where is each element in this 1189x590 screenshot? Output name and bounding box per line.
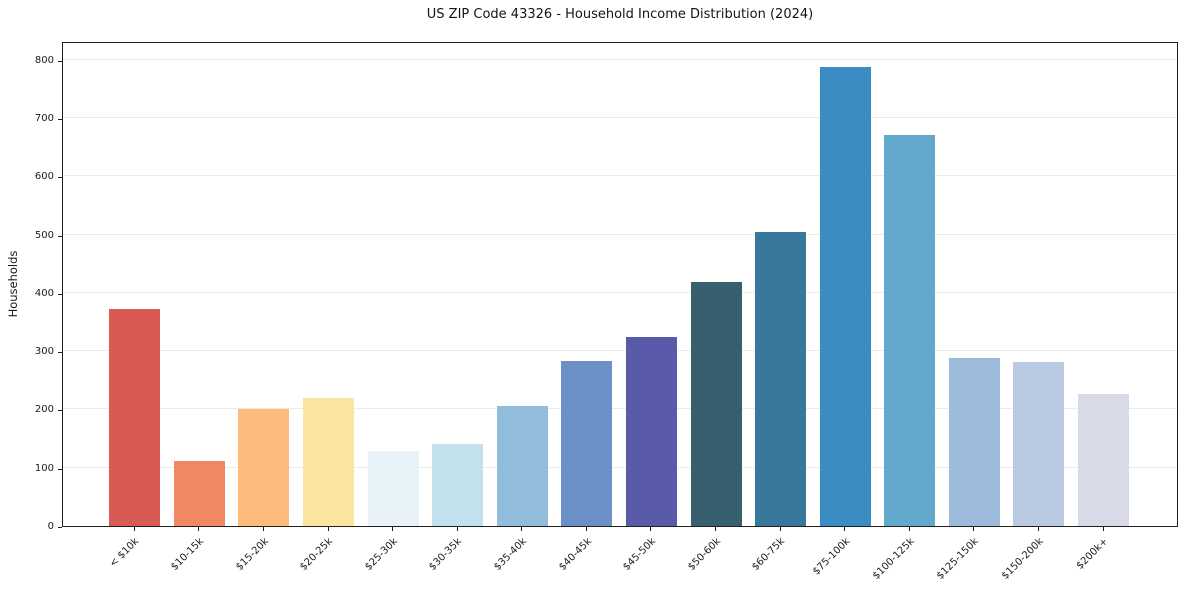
y-tick-mark-700	[58, 118, 62, 120]
bar-$15-20k	[238, 409, 290, 526]
x-tick-label-$200k+: $200k+	[1074, 536, 1111, 572]
gridline-y-800	[63, 58, 1177, 60]
x-tick-mark-$200k+	[1102, 527, 1104, 531]
y-tick-label-0: 0	[47, 521, 54, 532]
y-tick-label-300: 300	[34, 346, 54, 358]
x-tick-mark-$40-45k	[585, 527, 587, 531]
y-tick-label-500: 500	[34, 229, 54, 241]
y-tick-label-800: 800	[34, 54, 54, 66]
gridline-y-400	[63, 291, 1177, 293]
x-tick-label-$60-75k: $60-75k	[750, 536, 788, 573]
y-tick-label-700: 700	[34, 112, 54, 124]
bar-$150-200k	[1013, 362, 1065, 526]
bar-$10-15k	[173, 460, 225, 526]
x-tick-mark-$15-20k	[262, 527, 264, 531]
y-tick-mark-0	[58, 527, 62, 528]
x-tick-mark-$50-60k	[715, 527, 717, 531]
gridline-y-500	[63, 233, 1177, 235]
x-tick-label-$150-200k: $150-200k	[999, 536, 1046, 582]
x-tick-label-$20-25k: $20-25k	[298, 536, 336, 573]
x-tick-mark-$10-15k	[198, 527, 200, 531]
x-tick-mark-$60-75k	[779, 527, 781, 531]
gridline-y-700	[63, 116, 1177, 118]
bar-$50-60k	[690, 282, 742, 526]
y-tick-mark-400	[58, 293, 62, 295]
x-tick-mark-$30-35k	[456, 527, 458, 531]
x-tick-label-$35-40k: $35-40k	[492, 536, 530, 573]
bar-$200k+	[1078, 393, 1129, 526]
bar-$35-40k	[496, 405, 548, 526]
gridline-y-300	[63, 350, 1177, 352]
x-tick-label-$45-50k: $45-50k	[621, 536, 659, 573]
y-tick-mark-300	[58, 352, 62, 354]
x-tick-mark-< $10k	[133, 527, 135, 531]
bar-$45-50k	[625, 337, 677, 526]
x-tick-mark-$150-200k	[1037, 527, 1039, 531]
x-tick-mark-$35-40k	[521, 527, 523, 531]
x-tick-mark-$75-100k	[844, 527, 846, 531]
y-tick-mark-600	[58, 177, 62, 179]
y-tick-mark-800	[58, 60, 62, 62]
bar-$60-75k	[755, 231, 807, 526]
bar-$75-100k	[819, 66, 871, 526]
bar-$125-150k	[948, 357, 1000, 526]
y-tick-label-400: 400	[34, 287, 54, 299]
bar-$25-30k	[367, 451, 419, 526]
bar-$20-25k	[303, 397, 355, 526]
x-tick-label-$25-30k: $25-30k	[362, 536, 400, 573]
x-tick-mark-$45-50k	[650, 527, 652, 531]
x-tick-label-$125-150k: $125-150k	[935, 536, 982, 582]
x-tick-label-$50-60k: $50-60k	[685, 536, 723, 573]
x-tick-label-< $10k: < $10k	[108, 536, 142, 570]
gridline-y-200	[63, 408, 1177, 410]
x-tick-label-$75-100k: $75-100k	[810, 536, 852, 578]
x-tick-mark-$125-150k	[973, 527, 975, 531]
y-tick-mark-200	[58, 410, 62, 412]
bar-$100-125k	[884, 135, 936, 526]
bar-$40-45k	[561, 361, 613, 526]
x-tick-label-$30-35k: $30-35k	[427, 536, 465, 573]
gridline-y-100	[63, 466, 1177, 468]
x-tick-label-$40-45k: $40-45k	[556, 536, 594, 573]
y-tick-label-600: 600	[34, 171, 54, 183]
y-tick-mark-500	[58, 235, 62, 237]
x-tick-label-$100-125k: $100-125k	[870, 536, 917, 582]
plot-area	[62, 42, 1178, 527]
x-tick-mark-$25-30k	[392, 527, 394, 531]
chart-title: US ZIP Code 43326 - Household Income Dis…	[426, 7, 814, 22]
y-tick-label-100: 100	[34, 462, 54, 474]
x-tick-label-$10-15k: $10-15k	[169, 536, 207, 573]
bar-< $10k	[109, 308, 161, 526]
x-tick-label-$15-20k: $15-20k	[233, 536, 271, 573]
x-tick-mark-$100-125k	[908, 527, 910, 531]
y-tick-label-200: 200	[34, 404, 54, 416]
gridline-y-600	[63, 175, 1177, 177]
bar-$30-35k	[432, 444, 484, 526]
x-tick-mark-$20-25k	[327, 527, 329, 531]
y-axis-label: Households	[6, 250, 20, 318]
y-tick-mark-100	[58, 468, 62, 470]
